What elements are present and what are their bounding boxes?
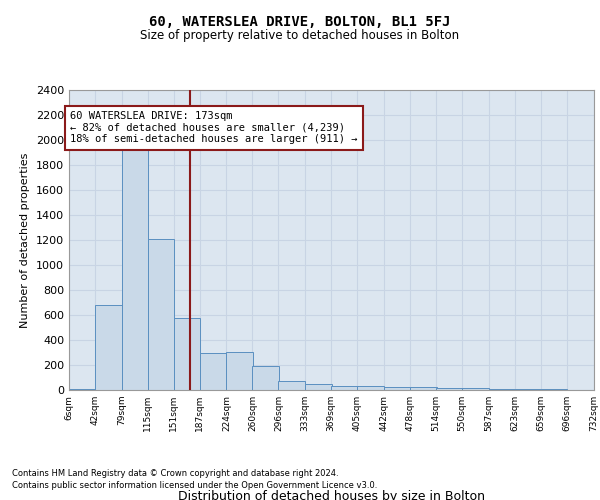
Bar (95, 305, 122, 390)
Bar (305, 384, 332, 390)
Text: Contains public sector information licensed under the Open Government Licence v3: Contains public sector information licen… (12, 480, 377, 490)
Bar (515, 389, 541, 390)
X-axis label: Distribution of detached houses by size in Bolton: Distribution of detached houses by size … (178, 490, 485, 500)
Text: Contains HM Land Registry data © Crown copyright and database right 2024.: Contains HM Land Registry data © Crown c… (12, 470, 338, 478)
Bar (174, 318, 200, 390)
Text: 60, WATERSLEA DRIVE, BOLTON, BL1 5FJ: 60, WATERSLEA DRIVE, BOLTON, BL1 5FJ (149, 16, 451, 30)
Bar (410, 387, 437, 390)
Bar (148, 239, 175, 390)
Y-axis label: Number of detached properties: Number of detached properties (20, 152, 31, 328)
Bar (122, 149, 148, 390)
Bar (331, 386, 358, 390)
Bar (384, 387, 410, 390)
Bar (69, 389, 96, 390)
Bar (200, 352, 226, 390)
Bar (357, 386, 384, 390)
Text: 60 WATERSLEA DRIVE: 173sqm
← 82% of detached houses are smaller (4,239)
18% of s: 60 WATERSLEA DRIVE: 173sqm ← 82% of deta… (70, 112, 358, 144)
Bar (462, 388, 488, 390)
Bar (278, 380, 305, 390)
Text: Size of property relative to detached houses in Bolton: Size of property relative to detached ho… (140, 30, 460, 43)
Bar (226, 352, 253, 390)
Bar (488, 389, 515, 390)
Bar (253, 366, 279, 390)
Bar (436, 388, 463, 390)
